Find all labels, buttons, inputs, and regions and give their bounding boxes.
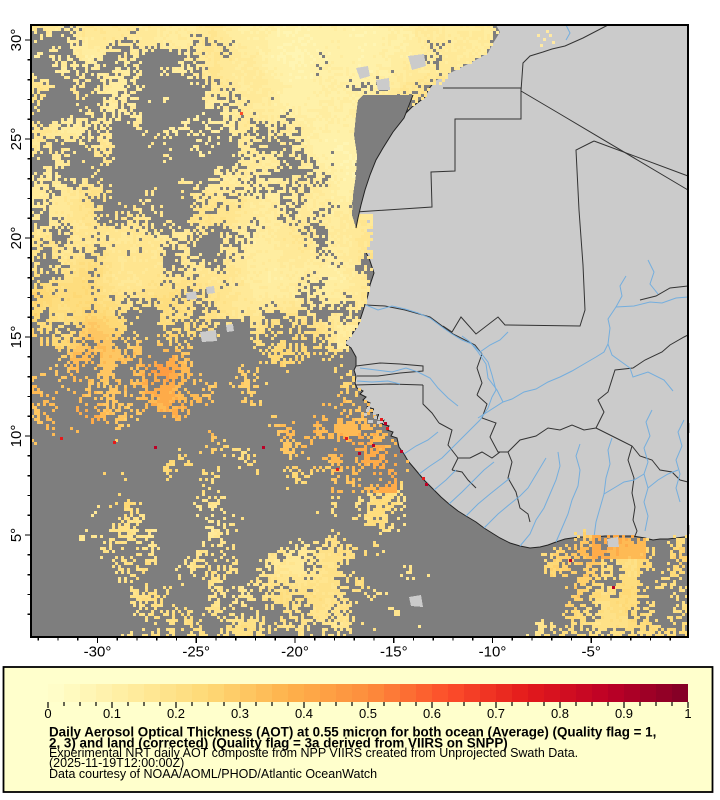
svg-text:0.5: 0.5 bbox=[359, 706, 377, 721]
svg-text:15°: 15° bbox=[8, 326, 25, 349]
svg-text:-25°: -25° bbox=[182, 644, 210, 661]
svg-text:0.8: 0.8 bbox=[551, 706, 569, 721]
svg-text:Data courtesy of NOAA/AOML/PHO: Data courtesy of NOAA/AOML/PHOD/Atlantic… bbox=[49, 767, 377, 781]
svg-text:(2025-11-19T12:00:00Z): (2025-11-19T12:00:00Z) bbox=[49, 756, 184, 770]
svg-text:2, 3) and land (corrected) (Qu: 2, 3) and land (corrected) (Quality flag… bbox=[49, 736, 508, 751]
svg-text:-30°: -30° bbox=[84, 644, 112, 661]
svg-text:-20°: -20° bbox=[281, 644, 309, 661]
svg-text:Daily Aerosol Optical Thicknes: Daily Aerosol Optical Thickness (AOT) at… bbox=[49, 725, 656, 740]
svg-text:0.9: 0.9 bbox=[615, 706, 633, 721]
svg-text:5°: 5° bbox=[8, 528, 25, 542]
svg-text:25°: 25° bbox=[8, 128, 25, 151]
svg-text:-15°: -15° bbox=[380, 644, 408, 661]
svg-text:-5°: -5° bbox=[582, 644, 601, 661]
svg-text:20°: 20° bbox=[8, 227, 25, 250]
svg-text:0.4: 0.4 bbox=[295, 706, 313, 721]
svg-text:30°: 30° bbox=[8, 29, 25, 52]
svg-text:0.7: 0.7 bbox=[487, 706, 505, 721]
svg-text:0.2: 0.2 bbox=[167, 706, 185, 721]
svg-text:0.1: 0.1 bbox=[103, 706, 121, 721]
svg-text:0.6: 0.6 bbox=[423, 706, 441, 721]
svg-text:-10°: -10° bbox=[479, 644, 507, 661]
svg-text:0.3: 0.3 bbox=[231, 706, 249, 721]
svg-text:10°: 10° bbox=[8, 425, 25, 448]
svg-text:1: 1 bbox=[684, 706, 691, 721]
svg-text:0: 0 bbox=[44, 706, 51, 721]
svg-text:Experimental NRT daily AOT com: Experimental NRT daily AOT composite fro… bbox=[49, 746, 578, 760]
